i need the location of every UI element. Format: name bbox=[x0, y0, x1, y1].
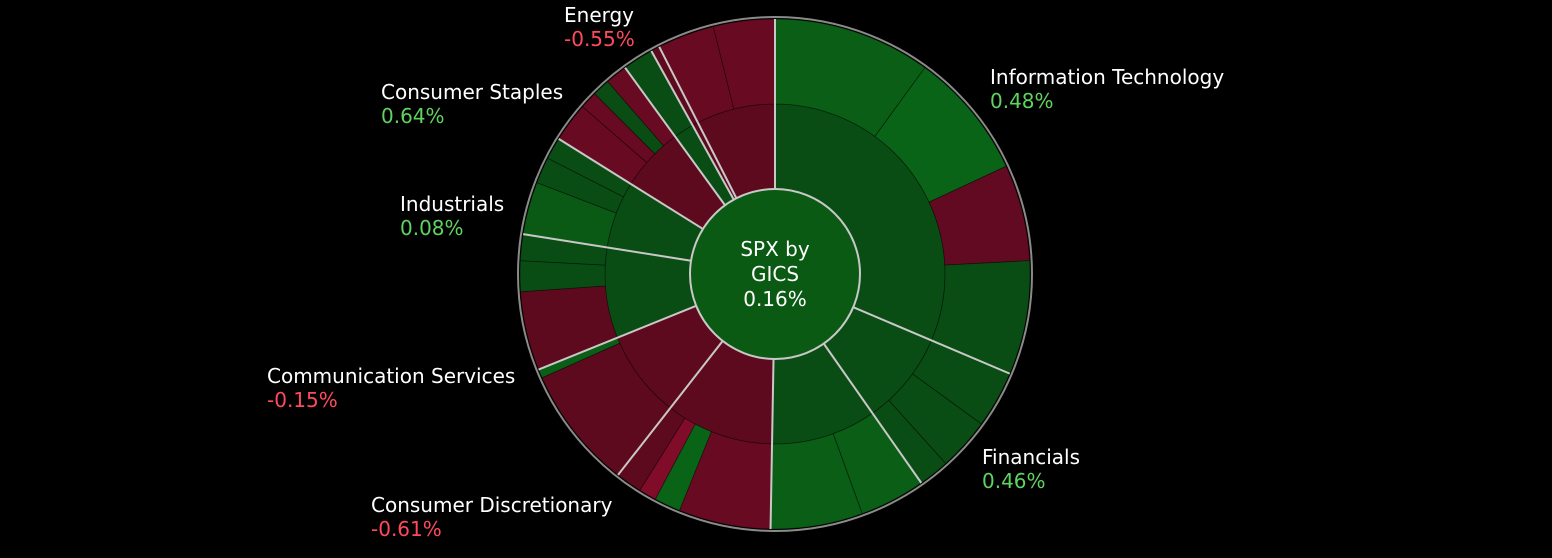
subsector-information-technology-2 bbox=[874, 67, 1007, 203]
center-hub-circle bbox=[689, 188, 861, 360]
subsector-consumer-staples-2 bbox=[536, 157, 625, 214]
subsector-information-technology-3 bbox=[928, 165, 1031, 266]
label-information-technology: Information Technology bbox=[990, 65, 1224, 89]
label-consumer-staples: Consumer Staples bbox=[381, 80, 563, 104]
separator-financials bbox=[852, 306, 1011, 375]
center-value: 0.16% bbox=[743, 287, 807, 311]
label-industrials: Industrials bbox=[400, 192, 504, 216]
subsector-financials-1 bbox=[911, 339, 1011, 425]
outer-border bbox=[517, 16, 1033, 532]
separator-materials bbox=[658, 46, 738, 199]
center-title-line2: GICS bbox=[751, 262, 799, 286]
value-energy: -0.55% bbox=[564, 27, 635, 51]
separator-consumer-discretionary bbox=[769, 358, 775, 529]
separator-communication-services bbox=[617, 340, 724, 476]
value-consumer-discretionary: -0.61% bbox=[371, 517, 442, 541]
sector-separators bbox=[522, 19, 1011, 529]
subsector-industrials-2 bbox=[519, 260, 606, 293]
separator-utilities bbox=[624, 67, 726, 206]
subsector-information-technology-1 bbox=[774, 18, 926, 138]
separator-real-estate bbox=[650, 50, 735, 201]
subsector-energy-1 bbox=[558, 106, 648, 185]
separator-consumer-staples bbox=[522, 233, 692, 262]
subsector-consumer-discretionary-3 bbox=[639, 417, 696, 500]
inner-ring bbox=[604, 103, 946, 445]
center-title-line1: SPX by bbox=[740, 237, 810, 261]
value-financials: 0.46% bbox=[982, 469, 1046, 493]
value-information-technology: 0.48% bbox=[990, 89, 1054, 113]
label-energy: Energy bbox=[564, 3, 634, 27]
outer-ring bbox=[519, 18, 1031, 530]
value-industrials: 0.08% bbox=[400, 216, 464, 240]
subsector-industrials-1 bbox=[520, 285, 618, 371]
subsector-communication-services-1 bbox=[541, 342, 671, 476]
separator-industrials bbox=[538, 304, 697, 371]
subsector-consumer-discretionary-1 bbox=[678, 431, 773, 530]
center-hub: SPX by GICS 0.16% bbox=[689, 188, 861, 360]
separator-energy bbox=[558, 138, 704, 230]
label-financials: Financials bbox=[982, 445, 1080, 469]
subsector-materials-1 bbox=[658, 26, 735, 124]
label-communication-services: Communication Services bbox=[267, 364, 515, 388]
value-communication-services: -0.15% bbox=[267, 388, 338, 412]
label-consumer-discretionary: Consumer Discretionary bbox=[371, 493, 613, 517]
subsector-consumer-discretionary-2 bbox=[654, 423, 712, 511]
subsector-energy-2 bbox=[581, 93, 656, 164]
separator-health-care bbox=[822, 343, 923, 484]
value-consumer-staples: 0.64% bbox=[381, 104, 445, 128]
